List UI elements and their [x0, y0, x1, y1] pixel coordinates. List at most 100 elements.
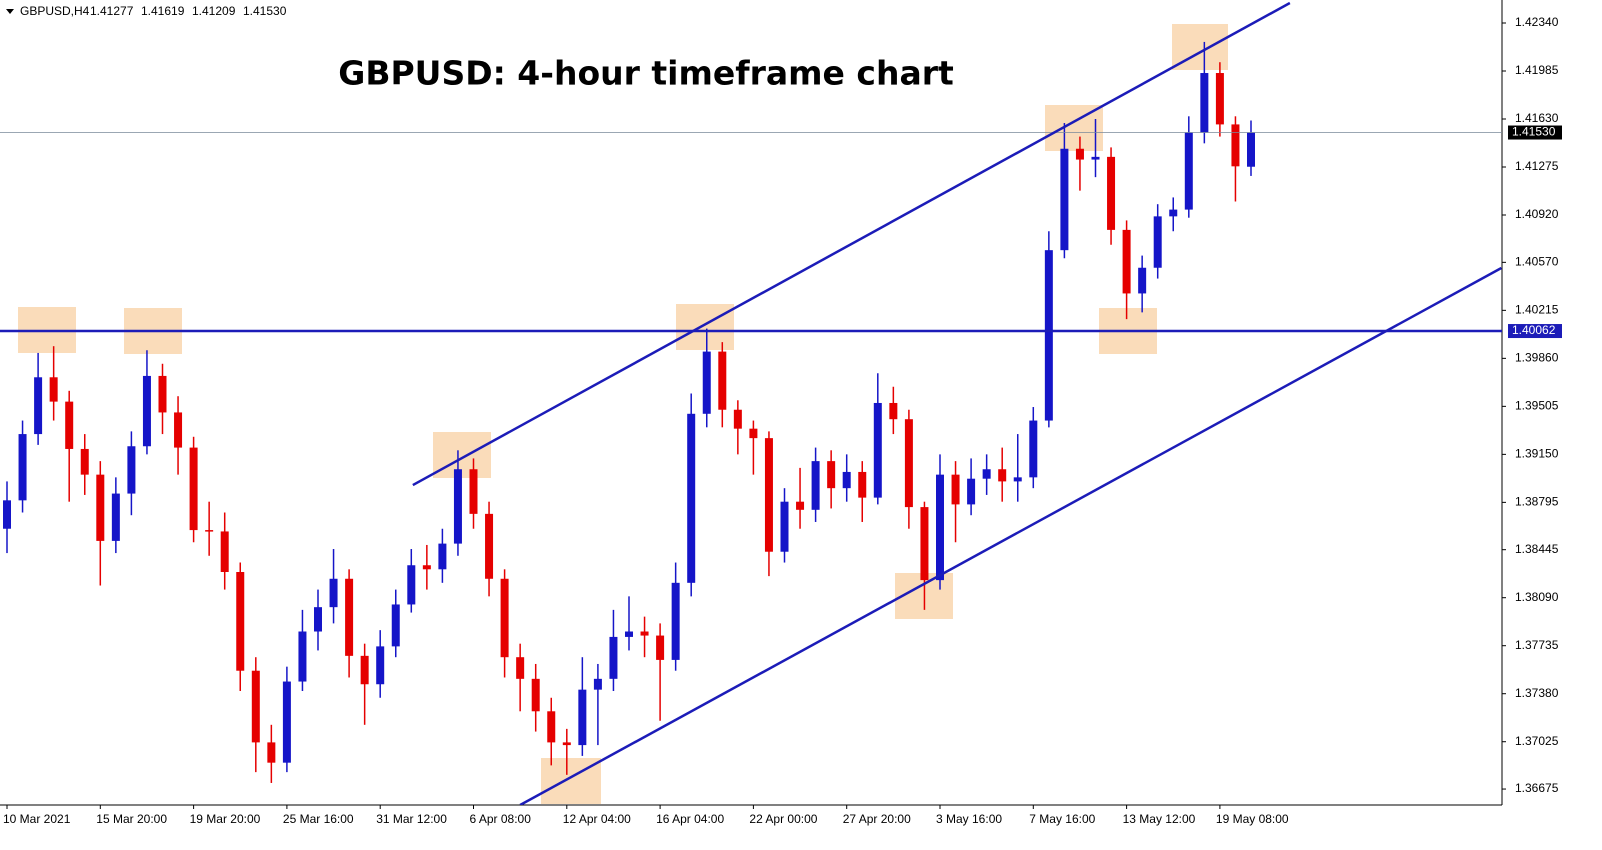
candle-body: [111, 493, 120, 541]
candle-body: [376, 646, 385, 685]
candle-body: [422, 565, 431, 570]
candle-body: [982, 469, 991, 479]
x-tick-label: 25 Mar 16:00: [283, 812, 354, 826]
header-close: 1.41530: [243, 4, 287, 18]
x-tick-label: 19 Mar 20:00: [190, 812, 261, 826]
zone: [1045, 105, 1103, 151]
x-tick-label: 19 May 08:00: [1216, 812, 1289, 826]
candle-body: [251, 670, 260, 743]
y-tick-label: 1.40920: [1515, 207, 1559, 221]
zones: [18, 24, 1228, 804]
candle-body: [920, 507, 929, 581]
x-tick-label: 10 Mar 2021: [3, 812, 71, 826]
candle-body: [1138, 267, 1147, 294]
y-tick-label: 1.42340: [1515, 15, 1559, 29]
candle-body: [842, 471, 851, 489]
candle-body: [469, 469, 478, 514]
candle-body: [873, 402, 882, 498]
candle-body: [485, 513, 494, 579]
candle-body: [158, 375, 167, 413]
candle-body: [718, 351, 727, 410]
y-tick-label: 1.41985: [1515, 63, 1559, 77]
trendline: [412, 1, 1291, 487]
candle-body: [1029, 420, 1038, 478]
price-label-box: [1508, 324, 1562, 339]
candle-body: [547, 711, 556, 743]
header-high: 1.41619: [141, 4, 185, 18]
candle-body: [34, 377, 43, 435]
y-tick-label: 1.39505: [1515, 399, 1559, 413]
y-tick-label: 1.38090: [1515, 590, 1559, 604]
header-symbol: GBPUSD,H4: [20, 4, 90, 18]
y-tick-label: 1.40570: [1515, 255, 1559, 269]
y-tick-label: 1.41275: [1515, 159, 1559, 173]
candle-body: [1215, 73, 1224, 125]
candle-body: [189, 447, 198, 531]
x-tick-label: 13 May 12:00: [1123, 812, 1196, 826]
candle-body: [516, 657, 525, 679]
candle-body: [142, 375, 151, 447]
candle-body: [1153, 216, 1162, 268]
candle-body: [407, 565, 416, 605]
candle-body: [1200, 73, 1209, 133]
candle-body: [96, 474, 105, 541]
candle-body: [1231, 124, 1240, 167]
candle-body: [267, 742, 276, 763]
zone: [433, 432, 491, 478]
candle-body: [858, 471, 867, 498]
candle-body: [49, 377, 58, 402]
candle-body: [3, 500, 11, 529]
y-tick-label: 1.37380: [1515, 686, 1559, 700]
candle-body: [345, 578, 354, 656]
header-open: 1.41277: [90, 4, 134, 18]
candle-body: [1122, 229, 1131, 294]
candle-body: [609, 636, 618, 679]
chart-title: GBPUSD: 4-hour timeframe chart: [338, 54, 954, 93]
header-low: 1.41209: [192, 4, 236, 18]
price-label-box: [1508, 125, 1562, 140]
x-tick-label: 15 Mar 20:00: [96, 812, 167, 826]
candle-body: [780, 501, 789, 552]
candle-body: [671, 582, 680, 660]
candle-body: [282, 681, 291, 763]
x-tick-label: 3 May 16:00: [936, 812, 1002, 826]
candle-body: [80, 448, 89, 475]
x-tick-label: 16 Apr 04:00: [656, 812, 724, 826]
price-label: 1.40062: [1512, 323, 1556, 337]
candle-body: [1044, 250, 1053, 421]
y-tick-label: 1.37025: [1515, 734, 1559, 748]
candle-body: [1107, 156, 1116, 230]
candle-body: [500, 578, 509, 658]
candle-body: [1184, 132, 1193, 210]
candle-body: [18, 434, 27, 501]
candle-body: [764, 438, 773, 552]
candle-body: [889, 402, 898, 420]
candle-body: [65, 401, 74, 449]
x-tick-label: 27 Apr 20:00: [843, 812, 911, 826]
y-tick-label: 1.39860: [1515, 351, 1559, 365]
candle-body: [1247, 132, 1255, 167]
candle-body: [1060, 148, 1069, 251]
candle-body: [687, 413, 696, 583]
candle-body: [796, 501, 805, 510]
candle-body: [1169, 209, 1178, 217]
candle-body: [998, 469, 1007, 482]
y-tick-label: 1.41630: [1515, 111, 1559, 125]
candle-body: [1091, 156, 1100, 160]
candle-body: [656, 635, 665, 660]
candle-body: [593, 678, 602, 690]
x-tick-label: 7 May 16:00: [1029, 812, 1095, 826]
y-tick-label: 1.39150: [1515, 447, 1559, 461]
candle-body: [936, 474, 944, 581]
candle-body: [453, 469, 462, 544]
candle-body: [811, 461, 820, 510]
x-tick-label: 6 Apr 08:00: [470, 812, 532, 826]
candle-body: [749, 428, 758, 439]
candle-body: [578, 689, 587, 746]
price-label: 1.41530: [1512, 125, 1556, 139]
candle-body: [360, 655, 369, 685]
x-tick-label: 22 Apr 00:00: [749, 812, 817, 826]
candle-body: [236, 572, 245, 671]
